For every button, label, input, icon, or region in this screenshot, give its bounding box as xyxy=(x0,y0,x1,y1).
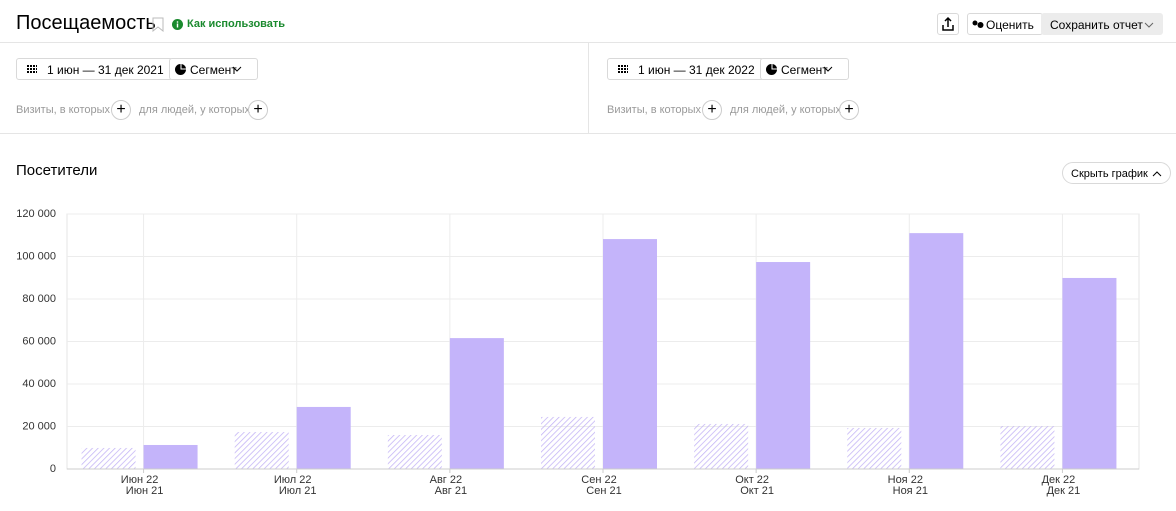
chevron xyxy=(232,66,242,72)
bar xyxy=(909,233,964,469)
y-tick-label: 60 000 xyxy=(22,335,56,347)
x-tick-label-secondary: Сен 21 xyxy=(586,485,621,497)
visits-filter: Визиты, в которых xyxy=(16,104,110,116)
hide-chart-label: Скрыть график xyxy=(1071,168,1148,180)
x-tick-label: Ноя 22 xyxy=(888,474,923,486)
panel-divider xyxy=(588,43,589,133)
y-tick-label: 120 000 xyxy=(16,208,56,220)
visits-filter: Визиты, в которых xyxy=(607,104,701,116)
x-tick-label: Июн 22 xyxy=(121,474,159,486)
y-tick-label: 20 000 xyxy=(22,420,56,432)
x-tick-label-secondary: Окт 21 xyxy=(740,485,774,497)
x-tick-label-secondary: Ноя 21 xyxy=(893,485,928,497)
save-button[interactable]: Сохранить отчет xyxy=(1041,13,1163,35)
x-tick-label: Дек 22 xyxy=(1042,474,1076,486)
rate-button[interactable]: Оценить xyxy=(967,13,1043,35)
chart: 0 20 000 40 000 60 000 80 000 100 000 120 000 И… xyxy=(16,208,1140,497)
bar xyxy=(694,423,749,469)
segment-button[interactable]: Сегмент xyxy=(760,58,849,80)
bar xyxy=(756,262,811,469)
calendar-icon xyxy=(618,65,628,73)
add-filter-button[interactable]: + xyxy=(248,100,268,120)
segment-button[interactable]: Сегмент xyxy=(169,58,258,80)
panel-bottom-divider xyxy=(0,133,1176,134)
y-tick-label: 0 xyxy=(50,463,56,475)
bookmark-icon[interactable] xyxy=(152,17,164,32)
bar xyxy=(81,447,136,469)
bar xyxy=(387,435,442,469)
share-icon xyxy=(942,16,954,31)
x-tick-label-secondary: Июн 21 xyxy=(126,485,164,497)
segment-icon xyxy=(766,64,777,75)
bar xyxy=(143,444,198,469)
people-filter: для людей, у которых xyxy=(139,104,250,116)
x-tick-label-secondary: Дек 21 xyxy=(1047,485,1081,497)
segment-label: Сегмент xyxy=(781,63,828,77)
calendar-icon xyxy=(27,65,37,73)
y-tick-label: 40 000 xyxy=(22,378,56,390)
x-tick-label: Сен 22 xyxy=(581,474,616,486)
add-filter-button[interactable]: + xyxy=(839,100,859,120)
bar xyxy=(1062,277,1117,469)
bar xyxy=(234,432,289,469)
add-filter-button[interactable]: + xyxy=(702,100,722,120)
save-label: Сохранить отчет xyxy=(1050,18,1143,32)
chevron-up xyxy=(1152,171,1162,177)
date-range-button[interactable]: 1 июн — 31 дек 2021 xyxy=(16,58,173,80)
help-link[interactable]: Как использовать xyxy=(187,18,286,30)
section-title: Посетители xyxy=(16,162,98,179)
bar xyxy=(847,427,902,469)
bar xyxy=(1000,426,1055,469)
x-tick-label: Авг 22 xyxy=(430,474,462,486)
chevron xyxy=(823,66,833,72)
bar xyxy=(603,239,657,469)
rate-label: Оценить xyxy=(986,18,1034,32)
x-tick-label-secondary: Авг 21 xyxy=(435,485,467,497)
hide-chart-button[interactable]: Скрыть график xyxy=(1062,162,1171,184)
x-tick-label-secondary: Июл 21 xyxy=(279,485,317,497)
date-range: 1 июн — 31 дек 2021 xyxy=(47,63,164,77)
people-filter: для людей, у которых xyxy=(730,104,841,116)
rate-icon xyxy=(972,20,984,28)
segment-label: Сегмент xyxy=(190,63,237,77)
segment-icon xyxy=(175,64,186,75)
date-range-button[interactable]: 1 июн — 31 дек 2022 xyxy=(607,58,764,80)
share-button[interactable] xyxy=(937,13,959,35)
page-title: Посещаемость xyxy=(16,12,156,34)
header-divider xyxy=(0,42,1176,43)
date-range: 1 июн — 31 дек 2022 xyxy=(638,63,755,77)
help-icon xyxy=(172,19,183,30)
x-tick-label: Окт 22 xyxy=(735,474,769,486)
y-tick-label: 100 000 xyxy=(16,250,56,262)
bar xyxy=(449,338,504,469)
y-tick-label: 80 000 xyxy=(22,293,56,305)
bar xyxy=(296,406,351,469)
x-tick-label: Июл 22 xyxy=(274,474,312,486)
chevron xyxy=(1144,22,1154,28)
add-filter-button[interactable]: + xyxy=(111,100,131,120)
bar xyxy=(541,416,595,469)
